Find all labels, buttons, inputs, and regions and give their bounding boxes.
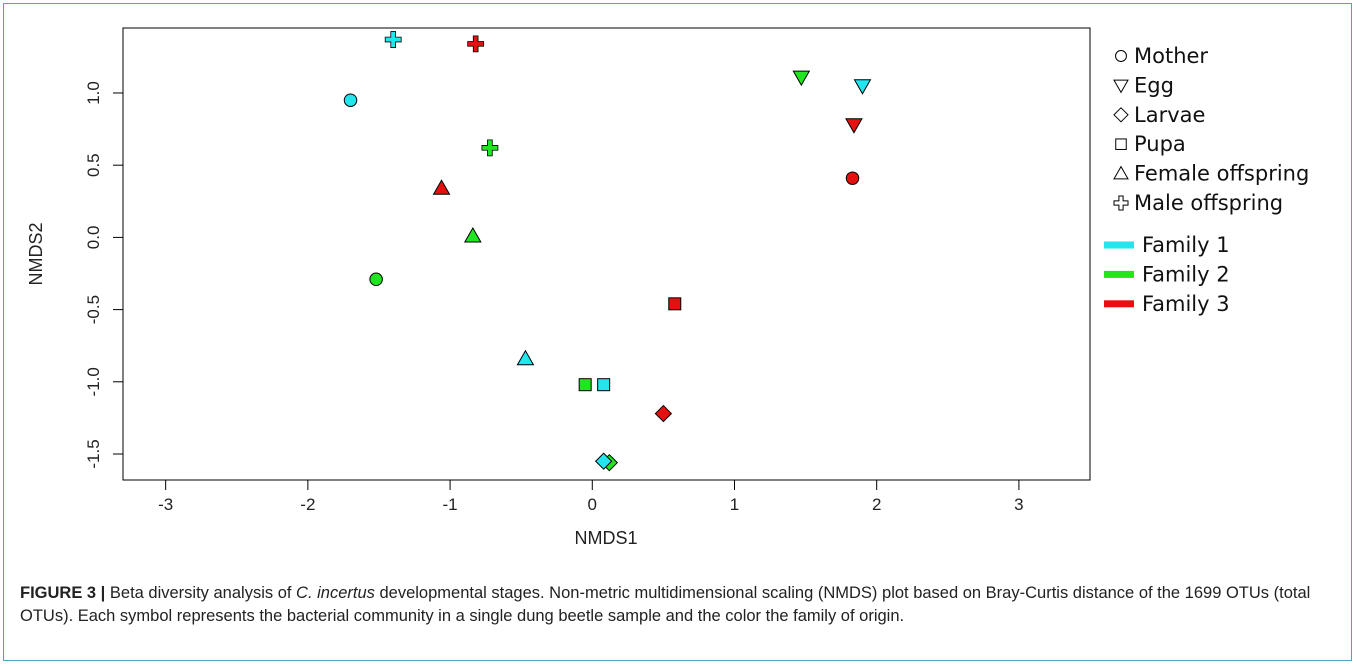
legend-color-swatch [1104, 300, 1134, 308]
data-point-square [668, 297, 682, 311]
legend-label: Pupa [1134, 132, 1186, 156]
x-tick-label: 3 [1014, 495, 1023, 514]
y-axis-label: NMDS2 [26, 222, 46, 285]
data-points [343, 31, 872, 472]
x-axis-label: NMDS1 [574, 528, 637, 548]
y-tick-label: -1.5 [84, 439, 103, 468]
data-point-triangle-up [516, 349, 535, 366]
data-point-circle [369, 272, 383, 287]
y-tick-label: 1.0 [84, 81, 103, 105]
x-axis: -3 -2 -1 0 1 2 3 [158, 479, 1024, 514]
caption-label: FIGURE 3 | [20, 584, 106, 602]
nmds-scatter-plot: -3 -2 -1 0 1 2 3 -1.5 -1.0 -0.5 0.0 0.5 1.0 NMDS1 N… [26, 27, 1309, 548]
legend-symbol-triangle-down [1113, 79, 1129, 94]
legend-label: Female offspring [1134, 162, 1309, 186]
y-tick-label: -1.0 [84, 367, 103, 396]
data-point-diamond [594, 452, 613, 470]
data-point-square [578, 378, 592, 392]
legend-color-swatch [1104, 270, 1134, 278]
legend-label: Egg [1134, 73, 1174, 97]
y-tick-label: 0.5 [84, 153, 103, 177]
x-tick-label: -2 [300, 495, 315, 514]
x-tick-label: -3 [158, 495, 173, 514]
data-point-circle [343, 93, 358, 107]
legend-label: Larvae [1134, 103, 1205, 127]
y-tick-label: -0.5 [84, 295, 103, 324]
caption-text-2: developmental stages. Non-metric multidi… [20, 584, 1311, 625]
data-point-triangle-up [432, 179, 451, 195]
legend-symbol-circle [1115, 50, 1127, 62]
legend-family-label: Family 1 [1142, 233, 1230, 257]
figure-caption: FIGURE 3 | Beta diversity analysis of C.… [20, 582, 1340, 628]
figure-frame [3, 3, 1352, 661]
x-tick-label: 0 [588, 495, 597, 514]
data-point-triangle-down [845, 118, 863, 134]
legend-symbol-plus [1113, 195, 1129, 211]
data-point-plus [467, 35, 485, 53]
legend-symbol-square [1115, 138, 1127, 150]
plot-area-border [122, 27, 1091, 481]
data-point-circle [845, 171, 860, 185]
data-point-triangle-down [792, 70, 811, 87]
caption-species: C. incertus [296, 584, 375, 602]
legend-symbol-triangle-up [1113, 165, 1129, 180]
legend-family-label: Family 3 [1142, 292, 1230, 316]
data-point-plus [384, 31, 402, 48]
x-tick-label: 2 [872, 495, 881, 514]
legend-family-label: Family 2 [1142, 262, 1230, 286]
legend-color-swatch [1104, 241, 1134, 249]
x-tick-label: -1 [443, 495, 458, 514]
data-point-plus [481, 139, 499, 157]
legend: Mother Egg Larvae Pupa Female offspring Male … [1104, 44, 1309, 316]
legend-symbol-diamond [1113, 107, 1129, 123]
legend-label: Mother [1134, 44, 1208, 68]
data-point-diamond [654, 404, 673, 423]
y-tick-label: 0.0 [84, 226, 103, 250]
data-point-square [597, 378, 611, 392]
legend-label: Male offspring [1134, 191, 1283, 215]
x-tick-label: 1 [730, 495, 739, 514]
data-point-triangle-down [853, 79, 872, 95]
y-axis: -1.5 -1.0 -0.5 0.0 0.5 1.0 [84, 81, 124, 469]
data-point-triangle-up [463, 226, 482, 243]
caption-text-1: Beta diversity analysis of [105, 584, 297, 602]
